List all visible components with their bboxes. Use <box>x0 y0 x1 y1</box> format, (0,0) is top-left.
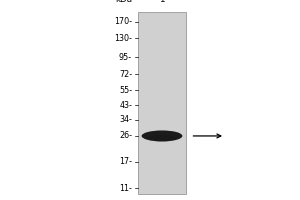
Text: 170-: 170- <box>114 17 132 26</box>
Text: 72-: 72- <box>119 70 132 79</box>
Text: 55-: 55- <box>119 86 132 95</box>
Text: 130-: 130- <box>114 34 132 43</box>
Text: 11-: 11- <box>119 184 132 193</box>
Text: 43-: 43- <box>119 101 132 110</box>
Text: 34-: 34- <box>119 115 132 124</box>
Text: 95-: 95- <box>119 53 132 62</box>
Text: kDa: kDa <box>115 0 132 4</box>
Bar <box>138 12 186 194</box>
Text: 1: 1 <box>159 0 165 4</box>
Text: 17-: 17- <box>119 157 132 166</box>
Text: 26-: 26- <box>119 131 132 140</box>
Ellipse shape <box>148 135 176 142</box>
Ellipse shape <box>142 130 182 141</box>
